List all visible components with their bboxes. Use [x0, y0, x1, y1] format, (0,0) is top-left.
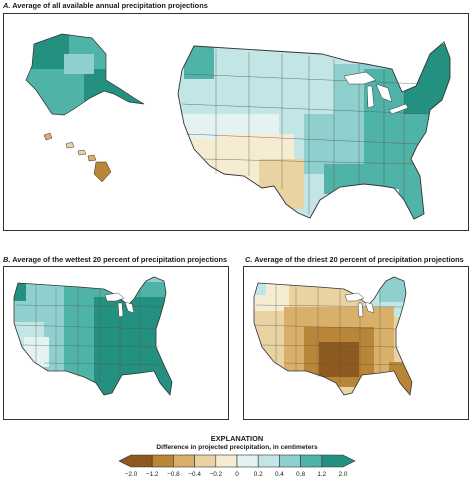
legend-tick-label: 0.8: [296, 471, 306, 478]
panel-a-title: A. Average of all available annual preci…: [3, 1, 208, 10]
panel-a-state-lines: [181, 49, 430, 214]
panel-c-letter: C.: [245, 255, 253, 264]
legend-color-bar: [118, 454, 356, 468]
legend-swatch: [236, 454, 259, 468]
legend-tick-label: 2.0: [338, 471, 348, 478]
legend-swatch: [257, 454, 280, 468]
panel-a-map: [3, 13, 469, 231]
legend-swatch: [279, 454, 301, 468]
panel-a-hawaii: [43, 132, 112, 183]
panel-c-title: C. Average of the driest 20 percent of p…: [245, 255, 464, 264]
legend-swatch: [321, 454, 356, 468]
panel-b-great-lakes: [104, 292, 135, 318]
panel-b-letter: B.: [3, 255, 11, 264]
panel-a-great-lakes: [343, 71, 409, 115]
legend-tick-label: −0.8: [167, 471, 180, 478]
legend-tick-label: −2.0: [124, 471, 138, 478]
legend-swatch: [118, 454, 153, 468]
panel-b-state-lines: [13, 285, 165, 383]
panel-a-title-text: Average of all available annual precipit…: [12, 1, 208, 10]
panel-c-title-text: Average of the driest 20 percent of prec…: [254, 255, 464, 264]
panel-c-state-lines: [253, 285, 405, 383]
legend-swatch: [173, 454, 195, 468]
explanation-subtitle: Difference in projected precipitation, i…: [156, 444, 318, 451]
legend-tick-label: 1.2: [317, 471, 327, 478]
panel-a-letter: A.: [3, 1, 11, 10]
legend-swatch: [194, 454, 217, 468]
panel-a-alaska: [26, 34, 144, 115]
legend-tick-label: 0: [235, 471, 239, 478]
panel-a-precip-field: [178, 44, 450, 219]
panel-c-map: [243, 266, 469, 420]
legend-swatch: [300, 454, 323, 468]
panel-b-map: [3, 266, 229, 420]
legend-tick-label: −0.4: [188, 471, 201, 478]
legend-swatch: [151, 454, 174, 468]
legend-tick-label: 0.4: [274, 471, 284, 478]
legend-tick-label: 0.2: [253, 471, 263, 478]
legend-tick-label: −0.2: [209, 471, 223, 478]
panel-b-title-text: Average of the wettest 20 percent of pre…: [12, 255, 228, 264]
legend-swatch: [215, 454, 238, 468]
panel-b-title: B. Average of the wettest 20 percent of …: [3, 255, 227, 264]
explanation-title: EXPLANATION: [210, 434, 264, 443]
panel-c-great-lakes: [344, 292, 375, 318]
legend-tick-label: −1.2: [145, 471, 159, 478]
